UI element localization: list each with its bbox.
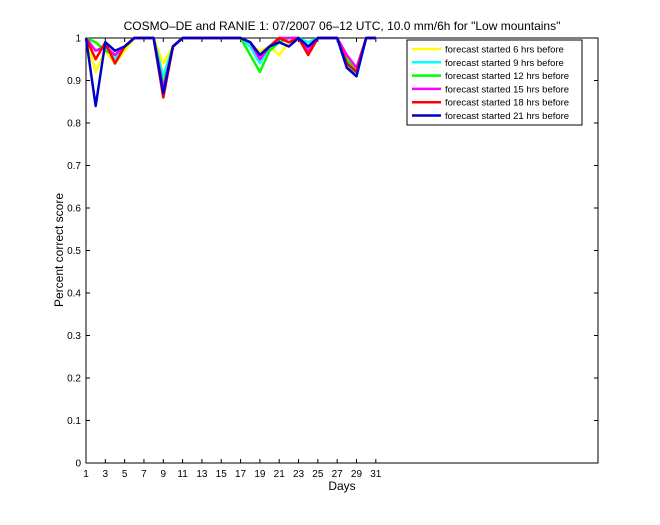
y-axis-label: Percent correct score: [52, 193, 66, 307]
chart-title: COSMO–DE and RANIE 1: 07/2007 06–12 UTC,…: [124, 19, 561, 33]
y-tick-label: 0.3: [67, 331, 81, 342]
x-tick-label: 27: [332, 469, 344, 480]
legend: forecast started 6 hrs before forecast st…: [406, 39, 583, 126]
x-tick-label: 21: [274, 469, 286, 480]
legend-entry: forecast started 21 hrs before: [445, 111, 569, 122]
x-tick-label: 1: [83, 469, 89, 480]
x-tick-label: 3: [103, 469, 109, 480]
legend-entry: forecast started 18 hrs before: [445, 98, 569, 109]
series-lines: [84, 36, 376, 108]
x-tick-label: 29: [351, 469, 363, 480]
legend-entry: forecast started 12 hrs before: [445, 71, 569, 82]
y-tick-label: 0.1: [67, 416, 81, 427]
y-tick-label: 0.9: [67, 76, 81, 87]
x-tick-label: 5: [122, 469, 128, 480]
y-tick-label: 0.5: [67, 246, 81, 257]
y-tick-label: 0.4: [67, 289, 81, 300]
x-tick-label: 25: [312, 469, 324, 480]
x-tick-label: 9: [161, 469, 167, 480]
y-tick-label: 0.8: [67, 119, 81, 130]
y-tick-label: 1: [75, 34, 81, 45]
axes: 1 3 5 7 9 11 13 15 17 19 21 23 25 27 29 3100.10.20.30.4…: [67, 34, 598, 480]
x-tick-label: 19: [254, 469, 266, 480]
x-tick-label: 13: [196, 469, 208, 480]
legend-entry: forecast started 9 hrs before: [445, 58, 564, 69]
series-line-6: [84, 36, 376, 108]
y-tick-label: 0.2: [67, 374, 81, 385]
legend-entry: forecast started 15 hrs before: [445, 84, 569, 95]
x-tick-label: 17: [235, 469, 247, 480]
x-tick-label: 15: [216, 469, 228, 480]
y-tick-label: 0.6: [67, 204, 81, 215]
x-tick-label: 23: [293, 469, 305, 480]
x-tick-label: 7: [141, 469, 147, 480]
y-tick-label: 0: [75, 459, 81, 470]
legend-box: [406, 39, 583, 126]
legend-entry: forecast started 6 hrs before: [445, 45, 564, 56]
y-tick-label: 0.7: [67, 161, 81, 172]
x-tick-label: 31: [370, 469, 382, 480]
x-axis-label: Days: [328, 479, 355, 493]
x-tick-label: 11: [177, 469, 188, 480]
